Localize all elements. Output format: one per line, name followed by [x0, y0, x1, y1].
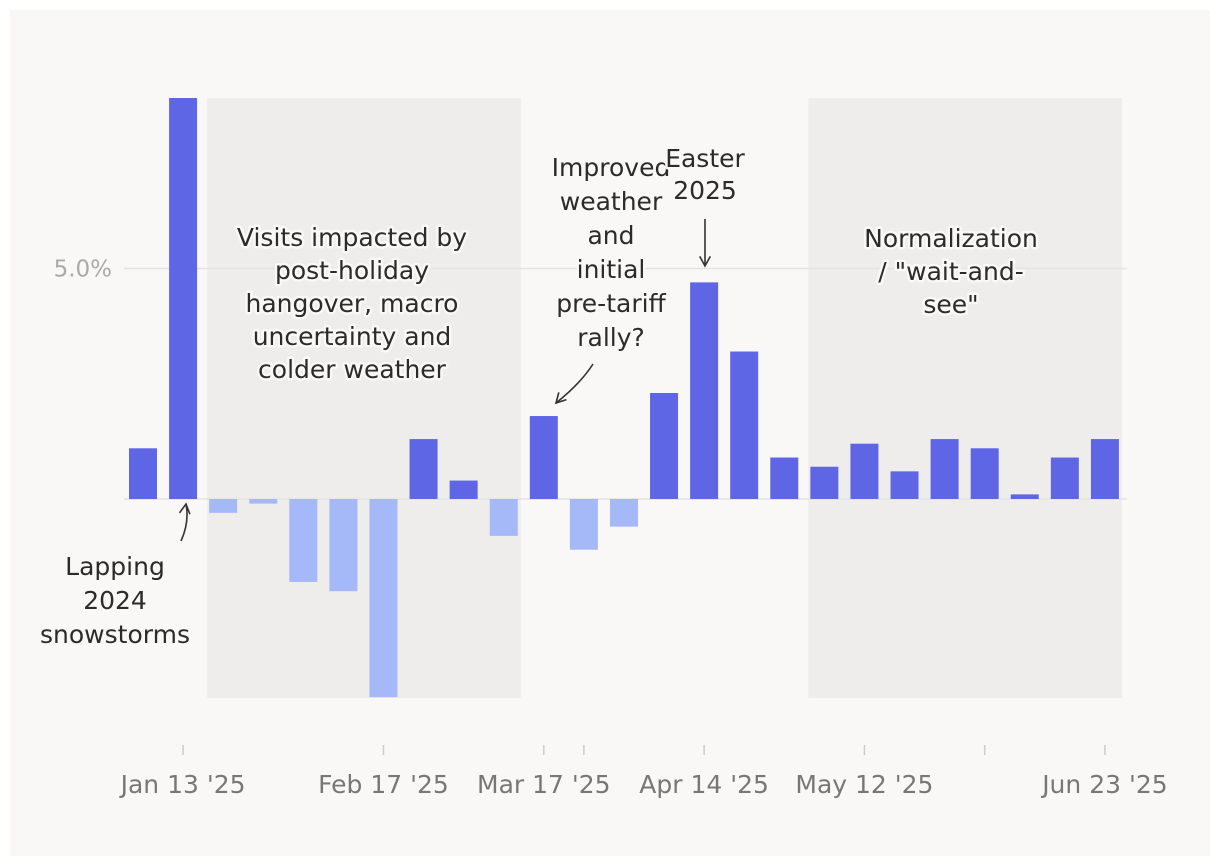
bar-15	[690, 282, 719, 499]
shade1-annotation-line: colder weather	[258, 355, 447, 384]
bar-20	[890, 471, 919, 499]
easter-annotation-line: 2025	[673, 176, 737, 205]
x-tick-label: Jan 13 '25	[119, 770, 246, 799]
shade2-annotation: Normalization / "wait-and-see"	[862, 222, 1041, 322]
bar-2	[169, 98, 198, 499]
snow-annotation-line: 2024	[83, 586, 147, 615]
bar-24	[1050, 457, 1079, 499]
shade2-annotation-line: / "wait-and-	[878, 257, 1023, 286]
shaded-periods	[207, 98, 1122, 698]
tariff-annotation-line: and	[587, 221, 634, 250]
bar-11	[529, 416, 558, 499]
tariff-annotation-line: Improved	[552, 153, 671, 182]
tariff-annotation-line: pre-tariff	[556, 289, 666, 318]
bar-21	[930, 439, 959, 499]
shade1-annotation-line: post-holiday	[275, 256, 429, 285]
easter-annotation-line: Easter	[665, 144, 745, 173]
bar-3	[209, 499, 238, 513]
bar-25	[1090, 439, 1119, 499]
bar-1	[129, 448, 157, 499]
snow-annotation-line: Lapping	[65, 552, 165, 581]
bar-5	[289, 499, 318, 582]
shade1-annotation-line: uncertainty and	[253, 322, 452, 351]
bar-17	[770, 457, 799, 499]
easter-arrow	[699, 219, 711, 268]
snow-annotation-line: snowstorms	[40, 620, 190, 649]
shade1-annotation-line: hangover, macro	[246, 289, 459, 318]
x-tick-label: May 12 '25	[795, 770, 933, 799]
annotations: Visits impacted by post-holiday hangover, …	[38, 142, 1041, 652]
tariff-arrow	[554, 363, 594, 405]
bar-9	[449, 480, 478, 499]
easter-annotation: Easter 2025	[663, 142, 748, 208]
shaded-period-1	[207, 98, 521, 698]
easter-arrow-head	[699, 255, 711, 268]
snow-arrow-head	[178, 502, 191, 515]
bar-18	[810, 466, 839, 499]
snow-arrow	[178, 502, 191, 542]
y-axis: 5.0%	[54, 257, 112, 283]
x-tick-label: Jun 23 '25	[1040, 770, 1167, 799]
tariff-annotation-line: weather	[560, 187, 663, 216]
bar-22	[970, 448, 999, 499]
bar-12	[569, 499, 598, 550]
tariff-annotation-line: rally?	[577, 323, 645, 352]
shaded-period-2	[808, 98, 1122, 698]
tariff-arrow-shaft	[555, 363, 594, 404]
x-tick-label: Feb 17 '25	[318, 770, 449, 799]
x-tick-label: Mar 17 '25	[477, 770, 611, 799]
bar-10	[489, 499, 518, 536]
x-tick-label: Apr 14 '25	[639, 770, 769, 799]
bars	[129, 98, 1119, 698]
tariff-annotation-line: initial	[577, 255, 646, 284]
x-axis: Jan 13 '25 Feb 17 '25 Mar 17 '25 Apr 14 '25…	[119, 745, 1168, 799]
tariff-arrow-head	[554, 392, 567, 405]
shade2-annotation-line: see"	[923, 290, 978, 319]
bar-14	[650, 392, 679, 499]
bar-13	[609, 499, 638, 527]
y-tick-label: 5.0%	[54, 257, 112, 283]
bar-7	[369, 499, 398, 698]
bar-16	[730, 351, 759, 499]
bar-6	[329, 499, 358, 592]
snow-annotation: Lapping 2024 snowstorms	[38, 550, 193, 652]
shade1-annotation-line: Visits impacted by	[237, 223, 467, 252]
bar-19	[850, 443, 879, 499]
tariff-annotation: Improved weather and initial pre-tariff rally…	[549, 151, 673, 355]
bar-8	[409, 439, 438, 499]
shade1-annotation: Visits impacted by post-holiday hangover, …	[234, 221, 469, 387]
shade2-annotation-line: Normalization	[864, 224, 1038, 253]
bar-23	[1010, 494, 1039, 499]
bar-4	[249, 499, 278, 504]
